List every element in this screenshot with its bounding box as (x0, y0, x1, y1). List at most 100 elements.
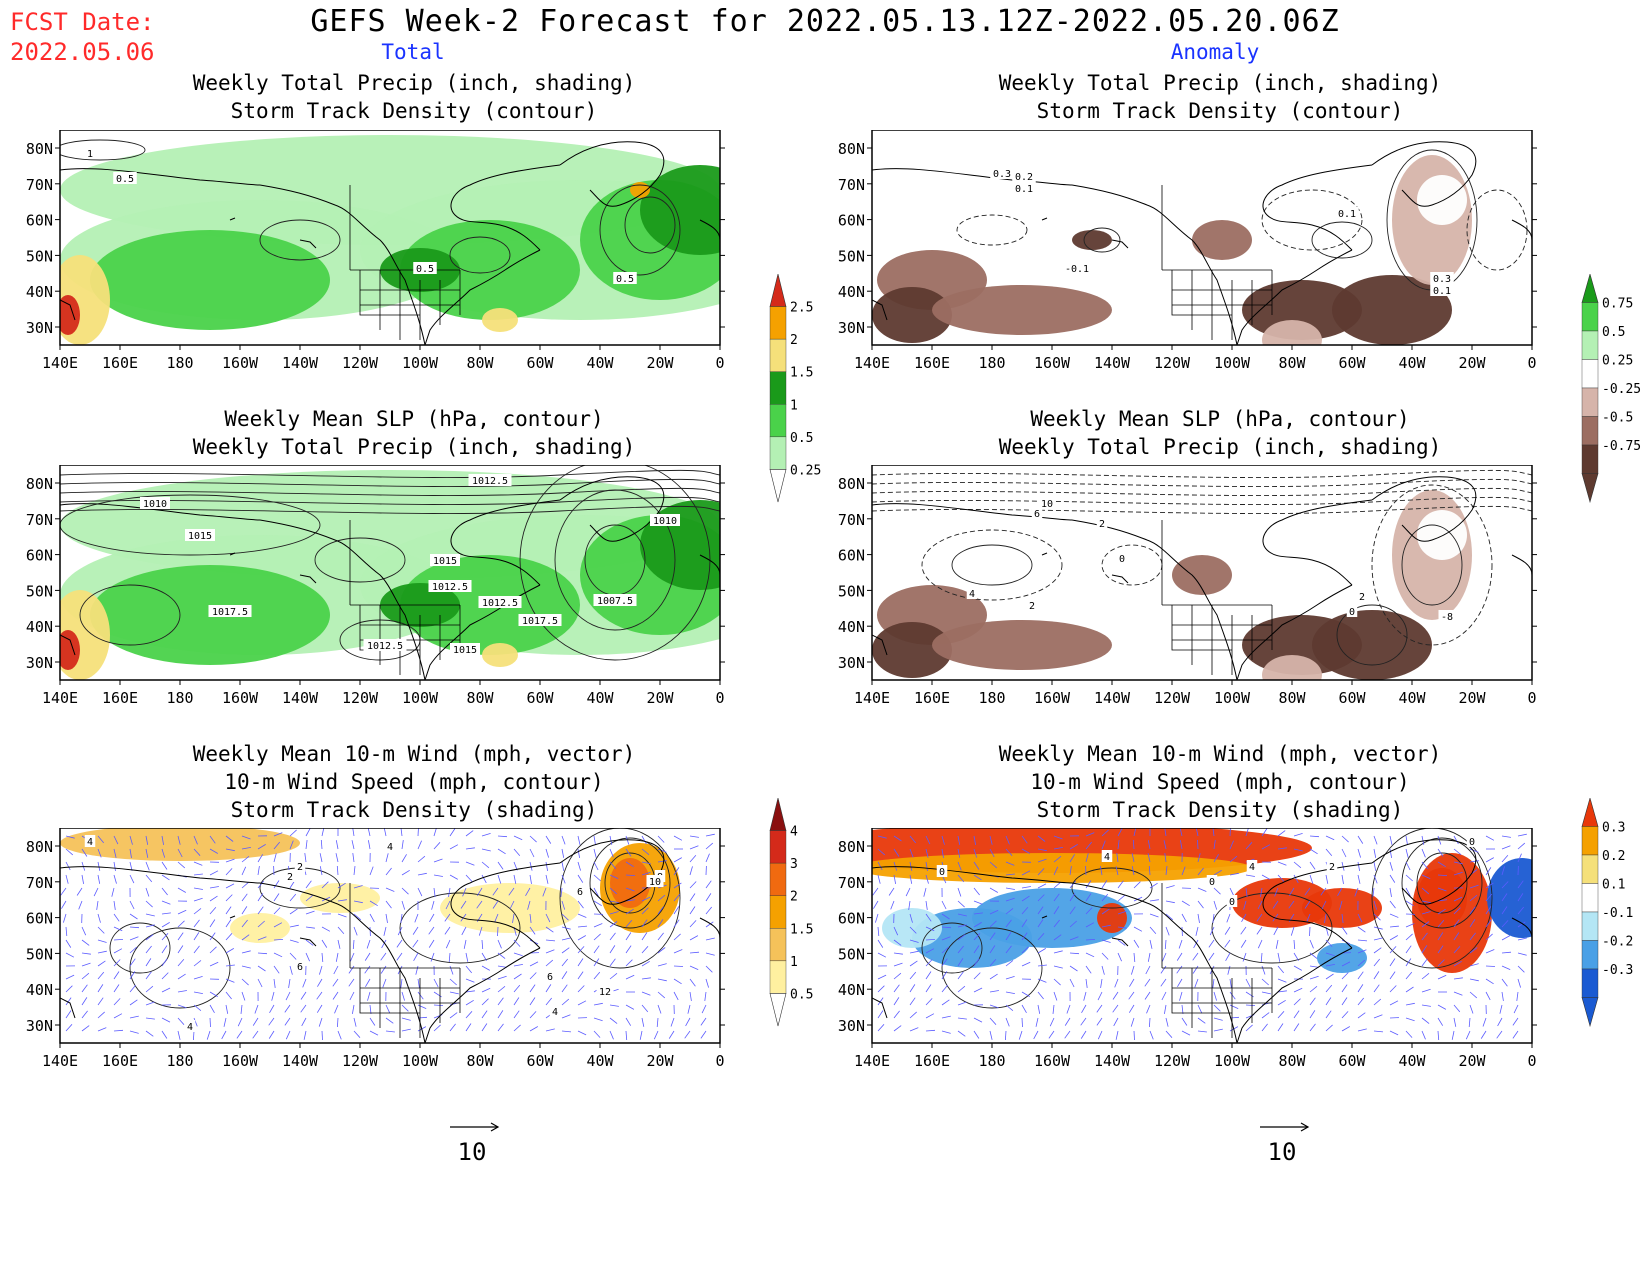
wind-vector (1501, 906, 1508, 915)
wind-vector (1357, 949, 1367, 954)
wind-vector (317, 978, 323, 987)
wind-vector (1277, 952, 1281, 962)
wind-vector (497, 997, 504, 1006)
wind-vector (401, 869, 410, 876)
contour-label-bg (1038, 497, 1056, 509)
wind-vector (893, 835, 902, 842)
wind-vector (593, 900, 602, 907)
colorbar-label: 4 (790, 825, 798, 840)
wind-vector (1499, 1004, 1503, 1014)
wind-vector (1160, 978, 1167, 987)
wind-vector (989, 909, 999, 915)
wind-vector (1341, 861, 1345, 871)
wind-vector (289, 924, 299, 928)
wind-vector (288, 978, 291, 988)
wind-vector (609, 945, 616, 954)
wind-vector (625, 874, 636, 876)
wind-vector (1037, 848, 1047, 852)
wind-vector (113, 900, 116, 910)
contour-line (1416, 852, 1468, 914)
coastline (872, 866, 1073, 884)
lon-label: 0 (715, 354, 724, 372)
wind-vector (877, 985, 885, 993)
wind-vector (1005, 887, 1015, 890)
coastline (60, 168, 261, 186)
contour-label-bg (1096, 517, 1108, 529)
lon-label: 60W (526, 689, 554, 707)
wind-vector (240, 1004, 243, 1014)
wind-vector (193, 991, 203, 994)
lat-label: 60N (838, 910, 865, 928)
wind-vector (1389, 946, 1397, 954)
contour-label: 1012.5 (472, 476, 508, 487)
vector-reference-left: 10 (450, 1122, 500, 1165)
wind-vector (433, 978, 439, 988)
contour-label-bg (1062, 262, 1092, 274)
wind-vector (97, 997, 104, 1006)
wind-vector (657, 919, 664, 928)
wind-vector (497, 952, 506, 959)
wind-vector (465, 990, 475, 993)
wind-vector (1357, 874, 1361, 884)
wind-vector (1501, 935, 1511, 941)
colorbar-label: -0.25 (1602, 382, 1641, 397)
wind-vector (1261, 965, 1266, 975)
wind-vector (1037, 948, 1047, 954)
wind-vector (449, 978, 457, 986)
wind-vector (1213, 900, 1218, 910)
wind-vector (561, 835, 566, 845)
contour-label: 1015 (453, 645, 477, 656)
colorbar-label: 0.5 (790, 987, 813, 1002)
column-heading-anomaly: Anomaly (1170, 40, 1260, 64)
wind-vector (925, 835, 931, 845)
wind-vector (1085, 939, 1096, 941)
contour-label: 0.5 (416, 264, 434, 275)
wind-vector (1133, 939, 1140, 948)
wind-vector (129, 958, 136, 967)
wind-vector (1037, 858, 1047, 863)
coastline (1071, 519, 1238, 680)
wind-vector (1085, 880, 1092, 889)
wind-vector (877, 939, 884, 948)
wind-vector (145, 985, 154, 993)
wind-vector (161, 835, 164, 845)
wind-vector (449, 1023, 456, 1032)
wind-vector (1021, 906, 1029, 915)
wind-vector (65, 997, 72, 1006)
lon-label: 160E (914, 689, 950, 707)
wind-vector (1131, 866, 1135, 876)
wind-vector (941, 1015, 951, 1019)
wind-vector (609, 900, 619, 904)
wind-vector (941, 848, 944, 858)
wind-vector (689, 866, 693, 876)
coastline (60, 299, 76, 321)
wind-vector (989, 1017, 997, 1025)
wind-vector (1069, 920, 1077, 928)
shading-region (1192, 220, 1252, 260)
coastline (450, 862, 561, 949)
wind-vector (481, 952, 487, 961)
wind-vector (1421, 874, 1431, 879)
wind-vector (1005, 1017, 1010, 1027)
contour-label: 2 (1329, 862, 1335, 873)
wind-vector (1309, 985, 1318, 993)
wind-vector (97, 913, 101, 923)
wind-vector (909, 848, 914, 858)
wind-vector (81, 939, 90, 946)
wind-vector (1165, 1030, 1173, 1038)
wind-vector (1117, 840, 1120, 850)
lon-label: 120W (1154, 689, 1191, 707)
wind-vector (1261, 1023, 1268, 1032)
wind-vector (465, 847, 475, 850)
contour-label-bg (413, 262, 437, 274)
coastline (424, 947, 541, 1043)
wind-vector (337, 882, 346, 889)
wind-vector (237, 1017, 243, 1027)
wind-vector (1240, 939, 1247, 948)
wind-vector (221, 1030, 227, 1040)
wind-vector (385, 867, 392, 876)
wind-vector (641, 919, 648, 928)
contour-label-bg (1356, 590, 1368, 602)
wind-vector (657, 978, 667, 982)
coastline (60, 503, 261, 521)
